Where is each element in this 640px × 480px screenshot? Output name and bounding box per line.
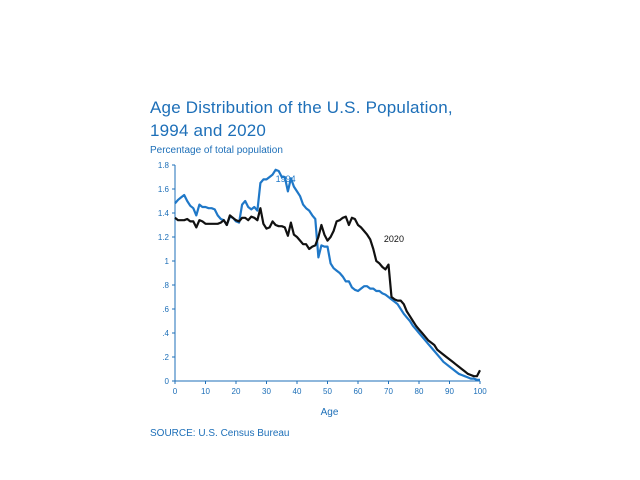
chart-title-line-1: Age Distribution of the U.S. Population, [150, 98, 453, 117]
y-tick-label: 1 [165, 257, 170, 266]
x-tick-label: 100 [473, 387, 487, 396]
y-tick-label: 0 [165, 377, 170, 386]
x-tick-label: 10 [201, 387, 210, 396]
x-tick-label: 20 [232, 387, 241, 396]
series-line-1994 [174, 168, 480, 381]
y-tick-label: .6 [162, 305, 169, 314]
y-tick-label: 1.2 [158, 233, 170, 242]
y-axis-label: Percentage of total population [150, 145, 283, 156]
x-tick-label: 0 [173, 387, 178, 396]
y-tick-label: 1.6 [158, 185, 170, 194]
x-tick-label: 30 [262, 387, 271, 396]
x-tick-label: 70 [384, 387, 393, 396]
y-tick-label: .2 [162, 353, 169, 362]
y-tick-label: .8 [162, 281, 169, 290]
series-label-2020: 2020 [384, 234, 404, 244]
y-tick-label: 1.8 [158, 161, 170, 170]
chart-title-line-2: 1994 and 2020 [150, 121, 267, 140]
x-axis-title: Age [321, 407, 339, 418]
x-tick-label: 50 [323, 387, 332, 396]
y-tick-label: .4 [162, 329, 169, 338]
x-tick-label: 90 [445, 387, 454, 396]
chart-title: Age Distribution of the U.S. Population,… [150, 96, 453, 142]
y-tick-label: 1.4 [158, 209, 170, 218]
x-tick-label: 60 [354, 387, 363, 396]
source-note: SOURCE: U.S. Census Bureau [150, 428, 290, 439]
series-line-2020 [174, 207, 481, 378]
series-label-1994: 1994 [276, 174, 296, 184]
x-tick-label: 40 [293, 387, 302, 396]
x-tick-label: 80 [415, 387, 424, 396]
